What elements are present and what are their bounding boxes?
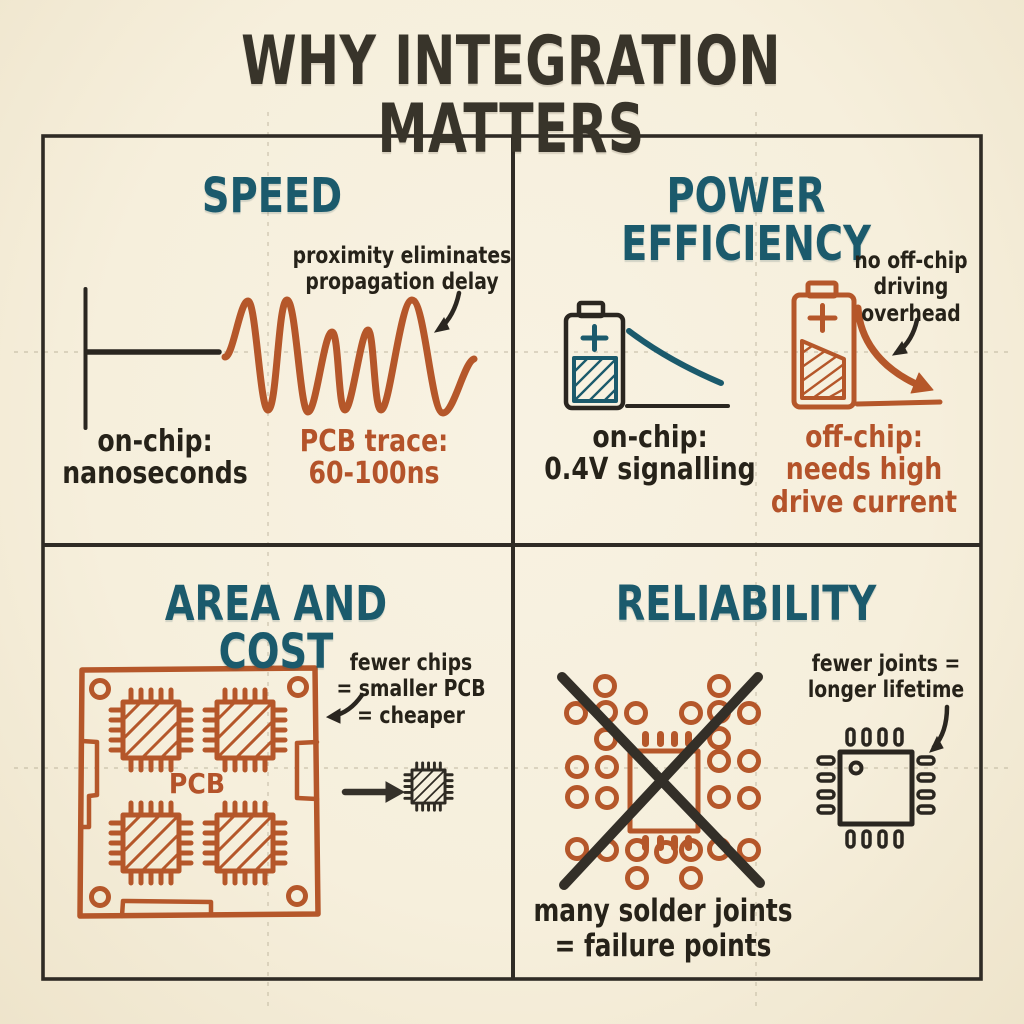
pcb-board-icon — [77, 665, 321, 919]
power-note-arrow-icon — [891, 317, 920, 356]
pcb-board-label: PCB — [168, 767, 226, 800]
reliability-heading: RELIABILITY — [615, 576, 877, 632]
reliability-note: fewer joints = longer lifetime — [807, 649, 965, 704]
power-onchip-label: on-chip: 0.4V signalling — [544, 420, 756, 488]
power-offchip-label: off-chip: needs high drive current — [770, 420, 958, 520]
speed-heading: SPEED — [201, 168, 343, 224]
off-chip-battery-icon — [791, 280, 943, 410]
speed-pcbtrace-label: PCB trace: 60-100ns — [299, 424, 449, 492]
qfn-chip-icon — [816, 727, 936, 849]
area-heading: AREA AND COST — [164, 576, 388, 680]
on-chip-signal-icon — [83, 287, 222, 430]
consolidation-arrow-icon — [341, 781, 406, 803]
speed-note-arrow-icon — [433, 290, 462, 333]
area-note: fewer chips = smaller PCB = cheaper — [336, 648, 486, 729]
pcb-trace-wave-icon — [221, 296, 478, 417]
power-note: no off-chip driving overhead — [854, 246, 968, 327]
guide-lines — [14, 112, 1012, 1012]
speed-onchip-label: on-chip: nanoseconds — [62, 424, 248, 492]
reliability-caption: many solder joints = failure points — [533, 893, 793, 965]
reliability-note-arrow-icon — [929, 704, 950, 753]
power-heading: POWER EFFICIENCY — [621, 168, 871, 272]
cross-out-icon — [557, 672, 765, 890]
speed-note: proximity eliminates propagation delay — [292, 241, 512, 296]
grid-frame — [41, 134, 983, 981]
area-note-arrow-icon — [325, 692, 365, 724]
page-title: WHY INTEGRATION MATTERS — [241, 22, 781, 169]
on-chip-battery-icon — [563, 300, 730, 411]
single-chip-icon — [403, 761, 454, 812]
